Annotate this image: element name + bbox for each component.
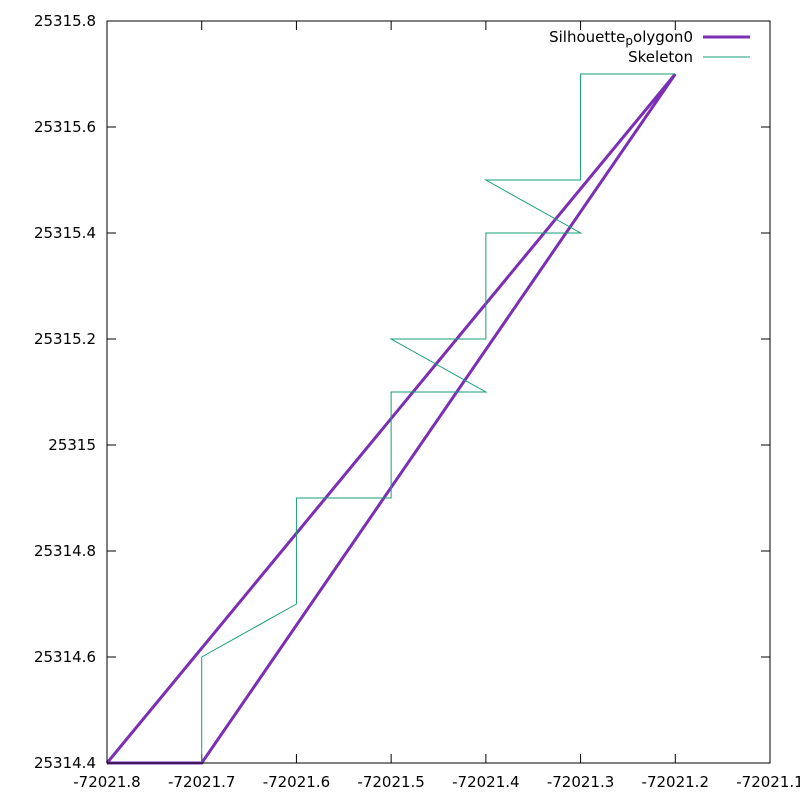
legend-label-skeleton: Skeleton <box>628 48 693 66</box>
y-tick-label: 25314.8 <box>34 542 96 560</box>
axis-ticks: -72021.8 -72021.7 -72021.6 -72021.5 -72021.4… <box>34 12 800 791</box>
y-tick-label: 25315.6 <box>34 118 96 136</box>
legend-label-silhouette: Silhouettepolygon0 <box>549 28 693 48</box>
x-tick-label: -72021.1 <box>736 773 800 791</box>
y-tick-label: 25315.2 <box>34 330 96 348</box>
legend-label-subscript: p <box>625 34 633 48</box>
y-tick-label: 25314.4 <box>34 754 96 772</box>
legend-label-main: Silhouette <box>549 28 625 46</box>
x-tick-label: -72021.6 <box>263 773 330 791</box>
y-tick-label: 25315 <box>48 436 96 454</box>
series-line-skeleton <box>107 73 676 764</box>
series-lines <box>105 73 677 765</box>
x-tick-label: -72021.2 <box>642 773 709 791</box>
x-tick-label: -72021.5 <box>357 773 424 791</box>
x-tick-label: -72021.7 <box>168 773 235 791</box>
y-tick-label: 25315.4 <box>34 224 96 242</box>
x-tick-label: -72021.3 <box>547 773 614 791</box>
x-tick-label: -72021.4 <box>452 773 519 791</box>
legend-label-tail: olygon0 <box>633 28 693 46</box>
x-tick-label: -72021.8 <box>73 773 140 791</box>
y-tick-label: 25315.8 <box>34 12 96 30</box>
plot-frame <box>106 20 771 764</box>
y-tick-label: 25314.6 <box>34 648 96 666</box>
